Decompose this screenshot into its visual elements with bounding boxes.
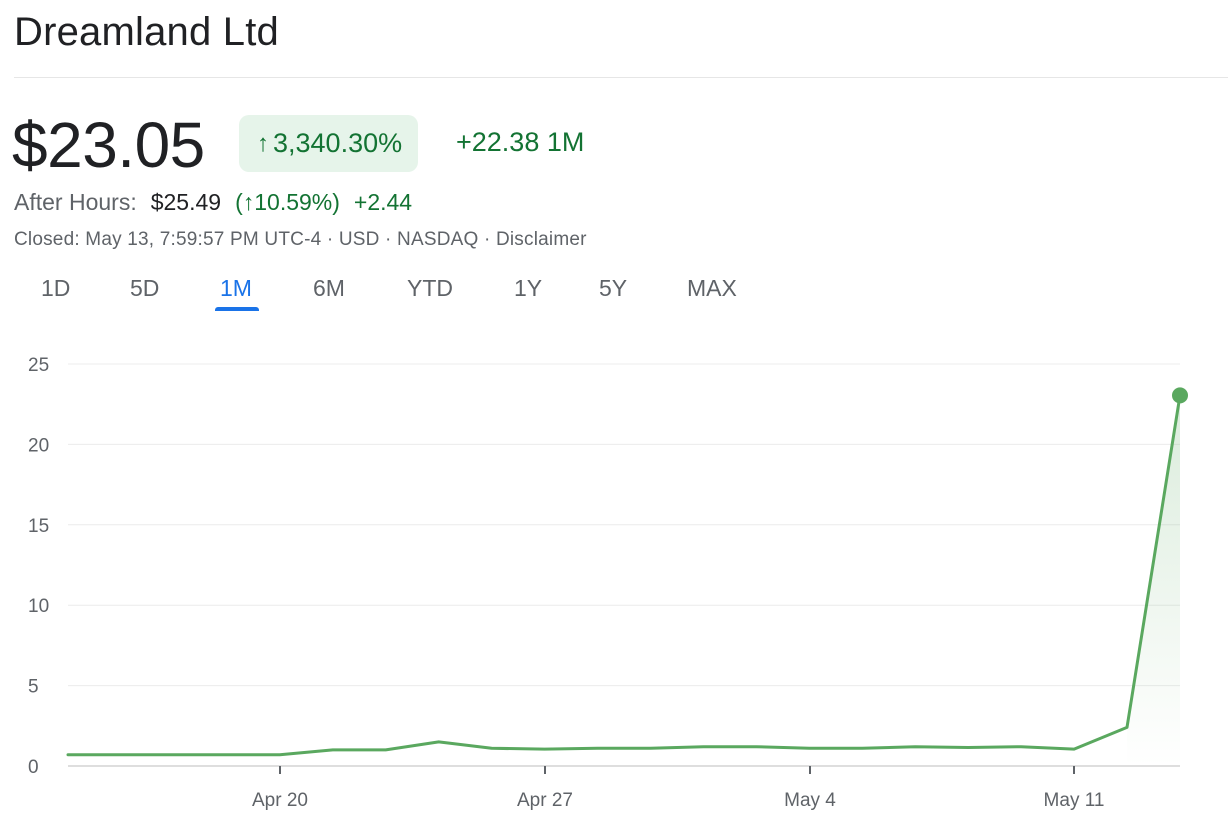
- tab-ytd[interactable]: YTD: [407, 275, 453, 301]
- x-tick-label: Apr 27: [517, 790, 573, 811]
- y-tick-label: 5: [28, 677, 39, 698]
- price-chart[interactable]: 25 20 15 10 5 0 Apr 20 Apr 27 May 4 May 11: [0, 330, 1228, 836]
- y-tick-label: 0: [28, 757, 39, 778]
- latest-price-point[interactable]: [1172, 387, 1188, 404]
- current-price: $23.05: [12, 109, 205, 181]
- tab-5d[interactable]: 5D: [130, 275, 160, 301]
- percent-change-value: 3,340.30%: [273, 128, 403, 158]
- series-area-fill: [1127, 395, 1180, 766]
- range-tabs: 1D 5D 1M 6M YTD 1Y 5Y MAX: [0, 275, 800, 315]
- x-tick-label: Apr 20: [252, 790, 308, 811]
- x-tick-label: May 4: [784, 790, 836, 811]
- tab-max[interactable]: MAX: [687, 275, 737, 301]
- tab-1y[interactable]: 1Y: [514, 275, 543, 301]
- tab-1d[interactable]: 1D: [41, 275, 71, 301]
- after-hours-percent-change: (↑10.59%): [235, 189, 340, 215]
- arrow-up-icon: ↑: [257, 129, 269, 157]
- price-series-line: [66, 393, 1182, 757]
- tab-5y[interactable]: 5Y: [599, 275, 628, 301]
- active-tab-indicator: [215, 307, 259, 311]
- header-divider: [14, 77, 1228, 78]
- x-tick-label: May 11: [1044, 790, 1105, 811]
- tab-1m[interactable]: 1M: [220, 275, 252, 301]
- y-tick-label: 25: [28, 355, 49, 376]
- market-status: Closed: May 13, 7:59:57 PM UTC-4 · USD ·…: [14, 229, 587, 250]
- y-tick-label: 20: [28, 435, 49, 456]
- percent-change-badge: ↑ 3,340.30%: [239, 115, 419, 172]
- after-hours-row: After Hours: $25.49 (↑10.59%) +2.44: [14, 189, 412, 216]
- y-tick-label: 10: [28, 596, 49, 617]
- tab-6m[interactable]: 6M: [313, 275, 345, 301]
- after-hours-label: After Hours:: [14, 189, 137, 215]
- absolute-change: +22.38 1M: [456, 127, 585, 157]
- company-name: Dreamland Ltd: [14, 10, 279, 54]
- after-hours-price: $25.49: [150, 189, 222, 215]
- y-tick-label: 15: [28, 516, 49, 537]
- after-hours-absolute-change: +2.44: [353, 189, 413, 215]
